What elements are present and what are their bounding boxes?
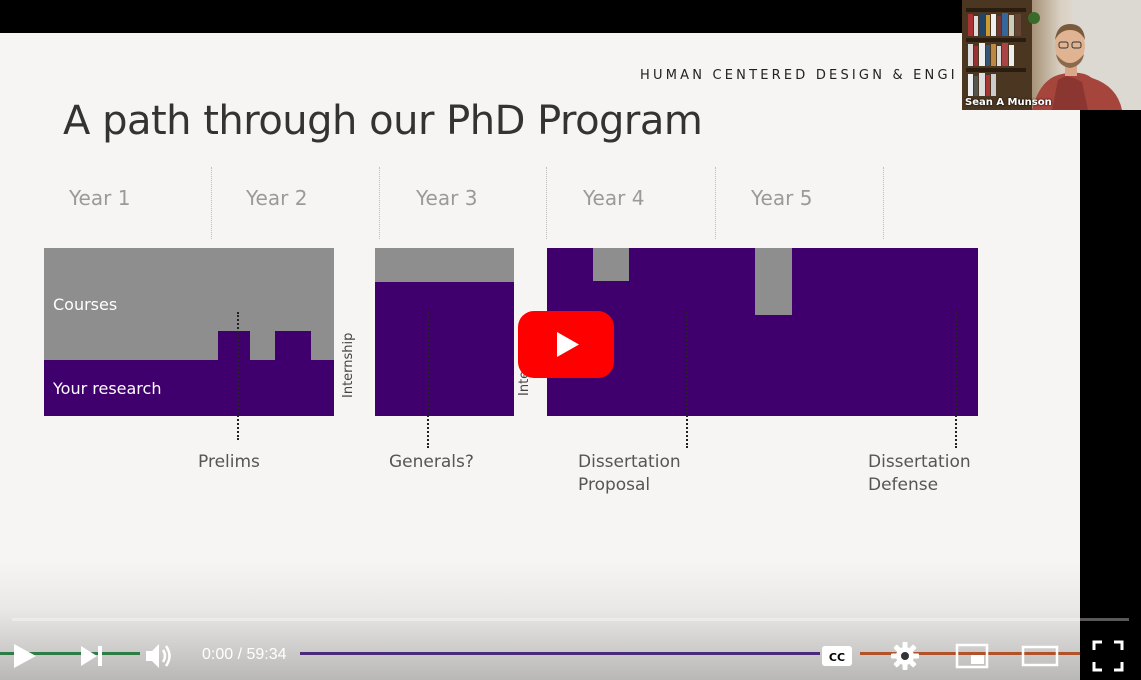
courses-block-year-4 [593, 248, 629, 281]
milestone-line-defense [955, 312, 957, 448]
progress-decoration [300, 652, 820, 655]
year-3-label: Year 3 [416, 186, 478, 210]
play-icon [557, 332, 579, 357]
year-5-label: Year 5 [751, 186, 813, 210]
milestone-dissertation-proposal: Dissertation Proposal [578, 452, 681, 495]
slide-title: A path through our PhD Program [63, 98, 703, 144]
play-icon[interactable] [8, 638, 42, 674]
courses-block-year-3 [375, 248, 514, 282]
research-step [275, 331, 311, 361]
webcam-video: Sean A Munson [962, 0, 1141, 110]
year-divider [211, 167, 212, 239]
year-2-label: Year 2 [246, 186, 308, 210]
internship-label: Internship [341, 332, 356, 398]
year-1-label: Year 1 [69, 186, 131, 210]
time-separator: / [233, 646, 247, 663]
research-step [218, 331, 250, 361]
theater-icon[interactable] [1020, 638, 1060, 674]
year-divider [715, 167, 716, 239]
svg-text:CC: CC [829, 651, 845, 664]
research-block-years-1-2 [44, 360, 334, 416]
fullscreen-icon[interactable] [1090, 638, 1126, 674]
year-divider [883, 167, 884, 239]
webcam-name: Sean A Munson [965, 97, 1052, 108]
controls-gradient [0, 560, 1141, 680]
research-label: Your research [53, 379, 162, 398]
milestone-generals: Generals? [389, 452, 474, 472]
milestone-dissertation-defense: Dissertation Defense [868, 452, 971, 495]
milestone-line-prelims [237, 312, 239, 440]
webcam-scene [962, 0, 1141, 110]
time-total: 59:34 [246, 646, 287, 663]
courses-block-year-5 [755, 248, 792, 315]
year-divider [379, 167, 380, 239]
time-display: 0:00 / 59:34 [202, 646, 287, 664]
year-4-label: Year 4 [583, 186, 645, 210]
milestone-line-generals [427, 312, 429, 448]
progress-decoration [0, 652, 140, 655]
volume-icon[interactable] [142, 638, 176, 674]
year-divider [546, 167, 547, 239]
milestone-line-proposal [686, 312, 688, 448]
courses-label: Courses [53, 295, 118, 314]
captions-icon[interactable]: CC [819, 638, 855, 674]
big-play-button[interactable] [518, 311, 614, 378]
time-current: 0:00 [202, 646, 234, 663]
slide-header: HUMAN CENTERED DESIGN & ENGI [640, 68, 958, 83]
settings-icon[interactable] [887, 638, 923, 674]
milestone-prelims: Prelims [198, 452, 260, 472]
miniplayer-icon[interactable] [954, 638, 990, 674]
next-icon[interactable] [76, 638, 108, 674]
progress-bar[interactable] [12, 618, 1129, 621]
progress-decoration [860, 652, 1080, 655]
